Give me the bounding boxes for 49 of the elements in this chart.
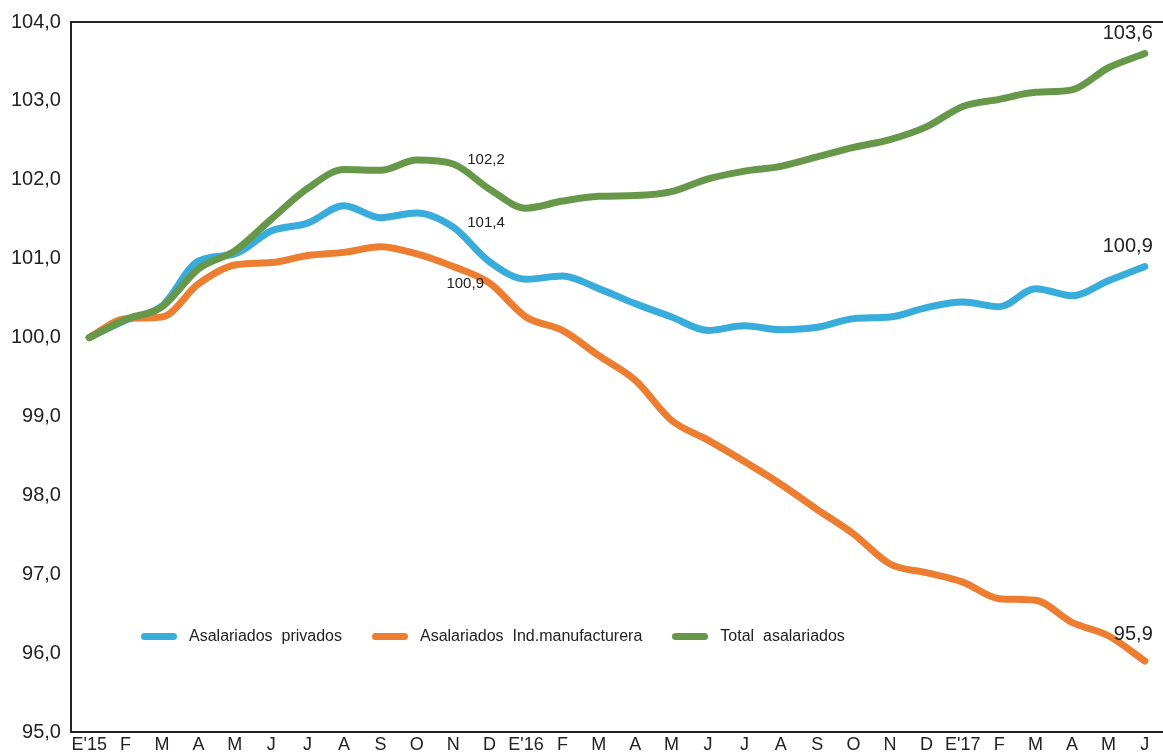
data-label: 100,9 — [446, 274, 484, 292]
y-tick-label: 97,0 — [22, 561, 61, 584]
legend-label: Asalariados Ind.manufacturera — [419, 627, 643, 646]
x-tick-label: F — [120, 733, 132, 754]
data-label: 103,6 — [1102, 21, 1153, 44]
x-tick-label: A — [629, 733, 642, 754]
x-tick-label: A — [774, 733, 787, 754]
x-tick-label: D — [483, 733, 497, 754]
x-tick-label: A — [192, 733, 205, 754]
y-tick-label: 95,0 — [22, 719, 61, 742]
x-tick-label: A — [337, 733, 351, 754]
x-tick-label: O — [846, 733, 861, 754]
y-tick-label: 103,0 — [10, 88, 61, 111]
x-tick-label: E'16 — [508, 733, 544, 754]
x-tick-label: E'17 — [945, 733, 981, 754]
y-tick-label: 102,0 — [10, 167, 61, 190]
x-tick-label: D — [919, 733, 933, 754]
x-tick-label: M — [1100, 733, 1116, 754]
x-tick-label: N — [883, 733, 897, 754]
data-label: 101,4 — [467, 213, 505, 231]
x-tick-label: J — [739, 733, 749, 754]
y-tick-label: 100,0 — [10, 325, 61, 348]
data-label: 100,9 — [1102, 234, 1153, 257]
x-tick-label: M — [154, 733, 170, 754]
x-tick-label: S — [811, 733, 824, 754]
x-tick-label: M — [664, 733, 680, 754]
x-tick-label: F — [993, 733, 1005, 754]
data-label: 95,9 — [1113, 621, 1153, 644]
x-tick-label: O — [409, 733, 424, 754]
x-tick-label: N — [446, 733, 460, 754]
x-tick-label: J — [1140, 733, 1150, 754]
x-tick-label: F — [556, 733, 568, 754]
x-tick-label: E'15 — [71, 733, 107, 754]
y-tick-label: 101,0 — [10, 246, 61, 269]
legend-label: Total asalariados — [720, 627, 845, 646]
y-tick-label: 96,0 — [22, 640, 61, 663]
x-tick-label: A — [1065, 733, 1079, 754]
x-tick-label: M — [591, 733, 607, 754]
y-tick-label: 99,0 — [22, 403, 61, 426]
legend-label: Asalariados privados — [189, 627, 342, 646]
data-label: 102,2 — [467, 150, 505, 168]
y-tick-label: 98,0 — [22, 482, 61, 505]
x-tick-label: J — [266, 733, 276, 754]
y-tick-label: 104,0 — [10, 9, 61, 32]
x-tick-label: S — [374, 733, 387, 754]
x-tick-label: J — [703, 733, 713, 754]
x-tick-label: M — [1028, 733, 1044, 754]
x-tick-label: M — [227, 733, 243, 754]
x-tick-label: J — [303, 733, 313, 754]
